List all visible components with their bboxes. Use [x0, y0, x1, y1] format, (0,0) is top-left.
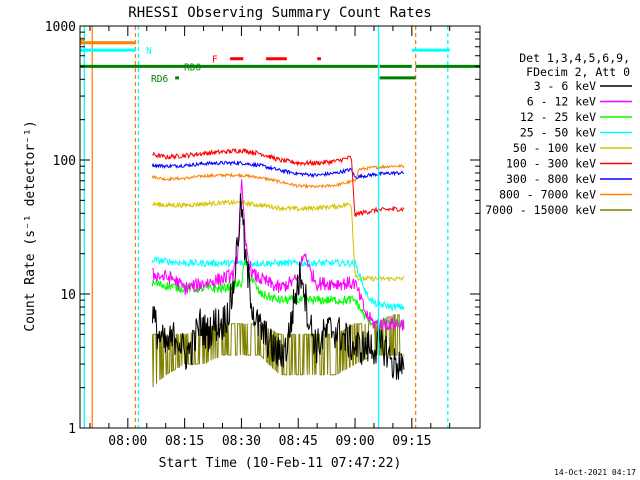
- state-label-rd0: RD0: [184, 62, 201, 73]
- y-tick-label: 10: [60, 288, 76, 303]
- x-tick-label: 08:45: [279, 434, 318, 449]
- state-label-e: E: [79, 37, 85, 48]
- x-tick-label: 08:30: [222, 434, 261, 449]
- chart-title: RHESSI Observing Summary Count Rates: [128, 5, 431, 21]
- x-tick-label: 08:00: [108, 434, 147, 449]
- y-axis-label: Count Rate (s⁻¹ detector⁻¹): [23, 120, 38, 331]
- series-line-25-50-kev: [151, 256, 405, 312]
- series-line-3-6-kev: [151, 193, 405, 380]
- series-line-6-12-kev: [152, 179, 405, 332]
- footer-timestamp: 14-Oct-2021 04:17: [554, 468, 636, 477]
- series-line-100-300-kev: [152, 147, 405, 217]
- legend-header-line-2: FDecim 2, Att 0: [526, 65, 630, 79]
- series-line-300-800-kev: [151, 159, 405, 180]
- plot-frame: [79, 25, 481, 429]
- series-line-800-7000-kev: [151, 163, 405, 189]
- state-label-rd6: RD6: [151, 74, 168, 85]
- legend-label-7000-15000-kev: 7000 - 15000 keV: [485, 203, 596, 217]
- legend-header-line-1: Det 1,3,4,5,6,9,: [519, 51, 630, 65]
- legend-label-50-100-kev: 50 - 100 keV: [513, 141, 596, 155]
- legend-label-3-6-kev: 3 - 6 keV: [534, 79, 596, 93]
- legend-label-300-800-kev: 300 - 800 keV: [506, 172, 596, 186]
- y-tick-label: 100: [53, 154, 76, 169]
- legend-label-100-300-kev: 100 - 300 keV: [506, 157, 596, 171]
- legend-label-25-50-kev: 25 - 50 keV: [520, 126, 596, 140]
- x-tick-label: 09:00: [335, 434, 374, 449]
- legend-label-6-12-kev: 6 - 12 keV: [527, 95, 596, 109]
- x-tick-label: 09:15: [392, 434, 431, 449]
- y-tick-label: 1000: [45, 20, 76, 35]
- series-line-50-100-kev: [151, 198, 405, 283]
- state-label-f: F: [212, 55, 218, 66]
- y-tick-label: 1: [68, 422, 76, 437]
- legend-label-800-7000-kev: 800 - 7000 keV: [499, 188, 596, 202]
- state-label-n: N: [146, 46, 152, 57]
- plot-area: E N RD0 RD6 F 1 10 100 1000 08:00 08:15 08:30 08:45 0…: [45, 20, 481, 449]
- x-axis-label: Start Time (10-Feb-11 07:47:22): [159, 456, 402, 471]
- legend-label-12-25-kev: 12 - 25 keV: [520, 110, 596, 124]
- x-tick-label: 08:15: [165, 434, 204, 449]
